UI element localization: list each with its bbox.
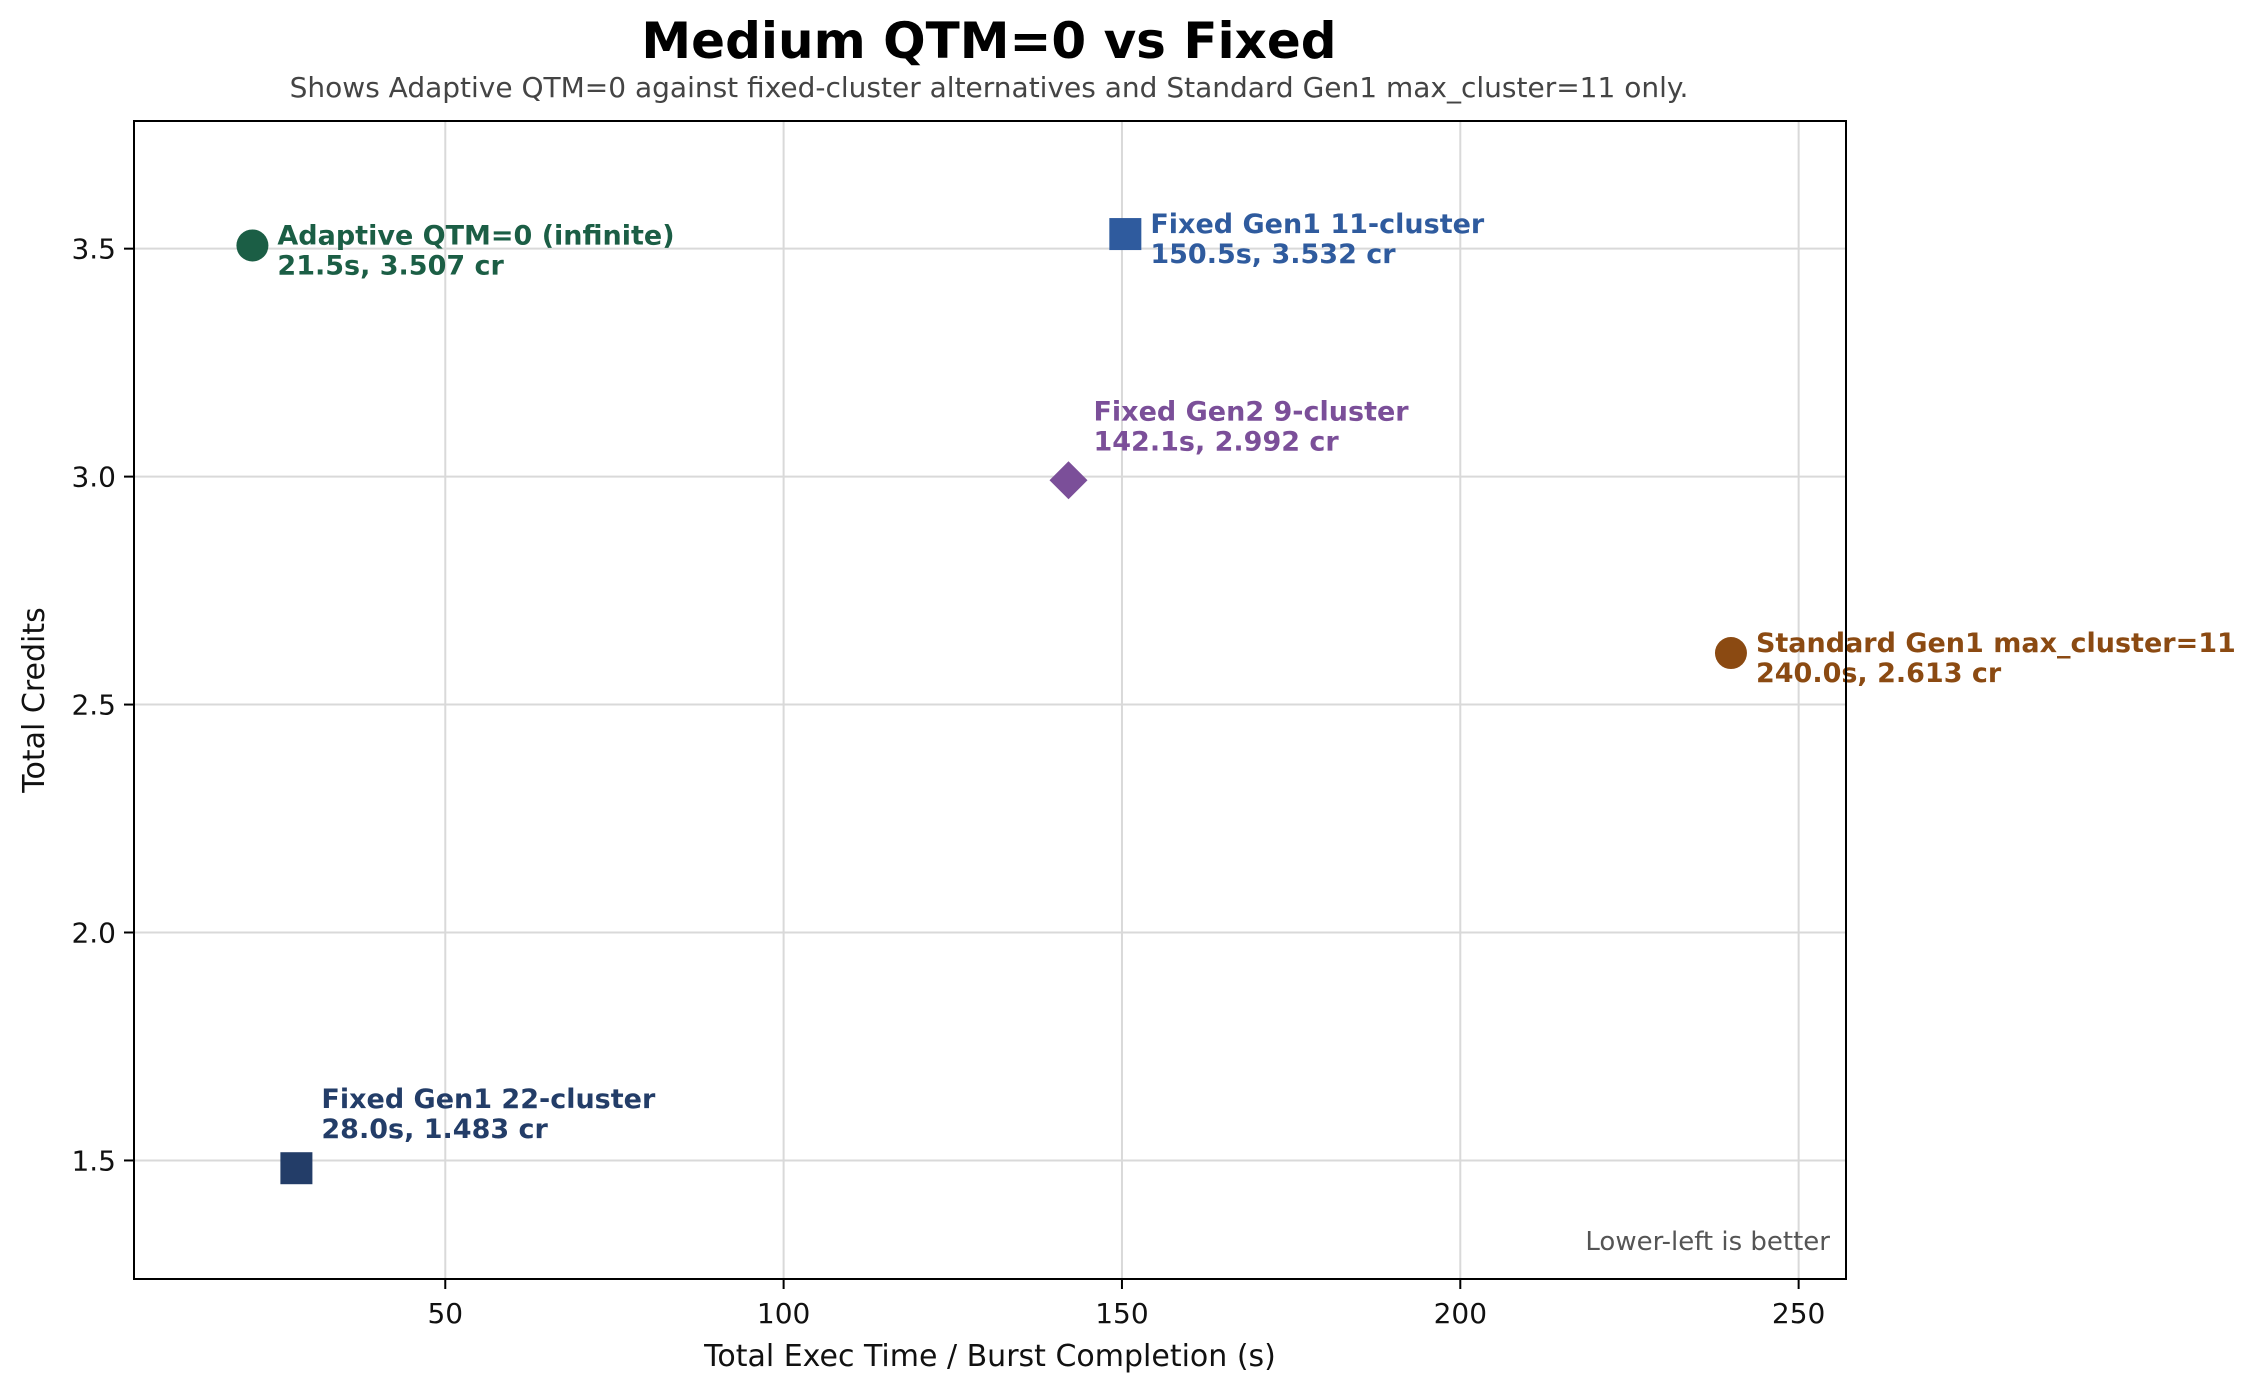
label-detail-fixed-gen1-11-cluster: 150.5s, 3.532 cr	[1150, 239, 1396, 270]
marker-fixed-gen1-11-cluster	[1109, 218, 1142, 251]
x-axis-ticks: 50 100 150 200 250	[427, 1279, 1825, 1330]
y-tick-label: 1.5	[71, 1144, 116, 1177]
label-name-fixed-gen1-22-cluster: Fixed Gen1 22-cluster	[321, 1084, 656, 1115]
label-detail-adaptive-qtm-0-infinite: 21.5s, 3.507 cr	[277, 250, 504, 281]
marker-standard-gen1-max-cluster-11	[1714, 637, 1747, 670]
label-name-fixed-gen1-11-cluster: Fixed Gen1 11-cluster	[1150, 209, 1485, 240]
plot-frame	[133, 120, 1847, 1280]
x-tick-label: 200	[1434, 1297, 1487, 1330]
label-detail-standard-gen1-max-cluster-11: 240.0s, 2.613 cr	[1756, 658, 2002, 689]
y-tick-label: 2.5	[71, 689, 116, 722]
x-tick-label: 100	[757, 1297, 810, 1330]
marker-fixed-gen1-22-cluster	[280, 1152, 313, 1185]
y-axis-label: Total Credits	[17, 607, 52, 793]
label-name-fixed-gen2-9-cluster: Fixed Gen2 9-cluster	[1093, 396, 1409, 427]
chart-title: Medium QTM=0 vs Fixed	[641, 12, 1336, 70]
marker-fixed-gen2-9-cluster	[1049, 461, 1088, 500]
label-name-standard-gen1-max-cluster-11: Standard Gen1 max_cluster=11	[1756, 628, 2236, 659]
label-detail-fixed-gen1-22-cluster: 28.0s, 1.483 cr	[321, 1114, 548, 1145]
chart-subtitle: Shows Adaptive QTM=0 against fixed-clust…	[290, 71, 1689, 104]
label-detail-fixed-gen2-9-cluster: 142.1s, 2.992 cr	[1093, 426, 1339, 457]
grid-lines	[134, 121, 1846, 1279]
y-tick-label: 2.0	[71, 917, 116, 950]
x-tick-label: 250	[1772, 1297, 1825, 1330]
marker-adaptive-qtm-0-infinite	[236, 229, 269, 262]
x-tick-label: 50	[427, 1297, 463, 1330]
x-axis-label: Total Exec Time / Burst Completion (s)	[703, 1339, 1276, 1374]
lower-left-note: Lower-left is better	[1585, 1227, 1830, 1257]
label-name-adaptive-qtm-0-infinite: Adaptive QTM=0 (infinite)	[277, 220, 674, 251]
x-tick-label: 150	[1095, 1297, 1148, 1330]
y-tick-label: 3.5	[71, 233, 116, 266]
data-points	[236, 218, 1747, 1185]
y-tick-label: 3.0	[71, 461, 116, 494]
y-axis-ticks: 1.5 2.0 2.5 3.0 3.5	[71, 233, 134, 1177]
point-labels: Adaptive QTM=0 (infinite)21.5s, 3.507 cr…	[277, 209, 2236, 1145]
